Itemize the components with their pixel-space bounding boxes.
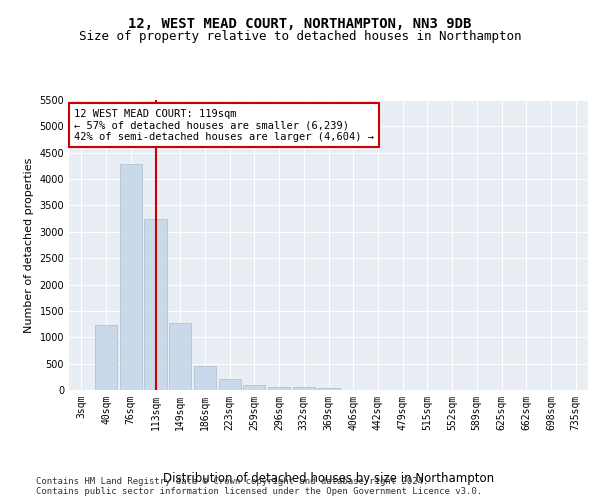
Bar: [317, 388, 340, 390]
Bar: [169, 322, 191, 390]
Y-axis label: Number of detached properties: Number of detached properties: [24, 158, 34, 332]
Bar: [145, 218, 167, 390]
Text: Contains public sector information licensed under the Open Government Licence v3: Contains public sector information licen…: [36, 488, 482, 496]
Bar: [293, 387, 315, 390]
Bar: [218, 378, 241, 390]
Bar: [243, 385, 265, 390]
Bar: [95, 325, 117, 390]
Text: Size of property relative to detached houses in Northampton: Size of property relative to detached ho…: [79, 30, 521, 43]
X-axis label: Distribution of detached houses by size in Northampton: Distribution of detached houses by size …: [163, 472, 494, 485]
Bar: [119, 164, 142, 390]
Text: 12 WEST MEAD COURT: 119sqm
← 57% of detached houses are smaller (6,239)
42% of s: 12 WEST MEAD COURT: 119sqm ← 57% of deta…: [74, 108, 374, 142]
Text: Contains HM Land Registry data © Crown copyright and database right 2024.: Contains HM Land Registry data © Crown c…: [36, 478, 428, 486]
Bar: [268, 386, 290, 390]
Text: 12, WEST MEAD COURT, NORTHAMPTON, NN3 9DB: 12, WEST MEAD COURT, NORTHAMPTON, NN3 9D…: [128, 18, 472, 32]
Bar: [194, 366, 216, 390]
